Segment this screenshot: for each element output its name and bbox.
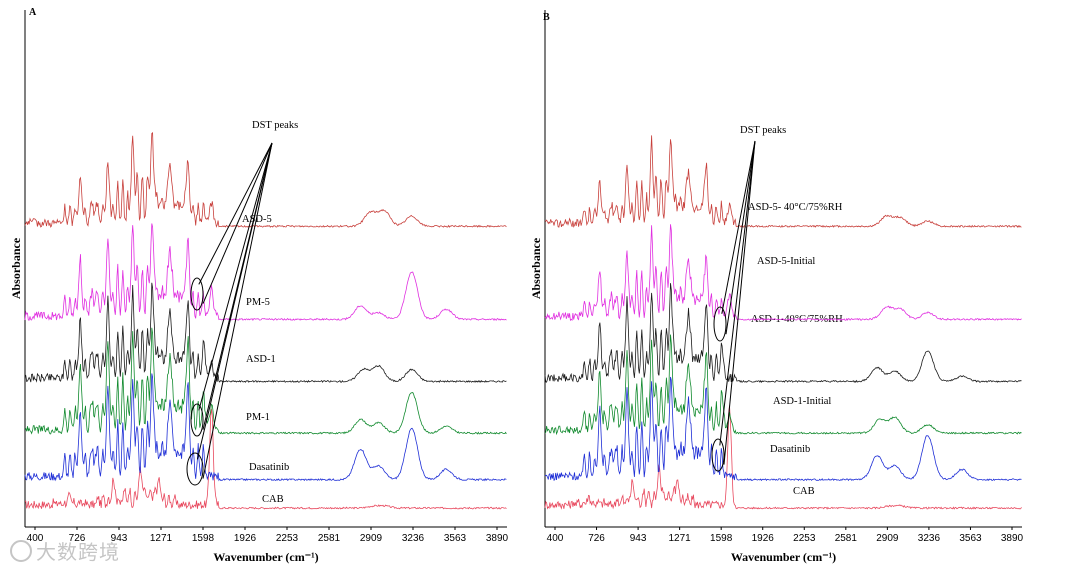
panel-b: B 400 726 943 1271 1598 1926 2253 2581 2909 3236 35…	[529, 10, 1024, 564]
x-tick-label: 2581	[835, 533, 858, 544]
series-label: ASD-1	[246, 354, 276, 365]
dst-peak-pointer	[721, 140, 756, 314]
dst-peak-ellipse	[190, 277, 204, 311]
x-tick-label: 943	[630, 533, 647, 544]
x-tick-label: 2909	[876, 533, 899, 544]
spectrum-line-dasatinib	[24, 373, 507, 482]
series-label: ASD-1-Initial	[773, 396, 831, 407]
dst-peaks-annotation: DST peaks	[740, 125, 786, 136]
x-tick-label: 1598	[192, 533, 215, 544]
dst-peak-ellipse	[190, 403, 204, 437]
panel-letter: A	[29, 7, 37, 18]
series-label: Dasatinib	[249, 462, 289, 473]
spectrum-line-cab	[24, 408, 507, 510]
spectrum-line-dasatinib	[544, 376, 1022, 482]
x-axis-title: Wavenumber (cm⁻¹)	[731, 550, 836, 564]
spectrum-line-pm-5	[24, 223, 507, 322]
watermark-logo-icon	[10, 540, 32, 562]
x-tick-label: 400	[547, 533, 564, 544]
dst-peak-pointer	[198, 142, 273, 411]
dst-peak-pointer	[725, 140, 756, 335]
x-tick-label: 3563	[959, 533, 982, 544]
x-tick-label: 2909	[360, 533, 383, 544]
x-tick-label: 3890	[1001, 533, 1024, 544]
spectrum-line-asd-5	[24, 132, 507, 228]
dst-peak-pointer	[196, 142, 273, 460]
dst-peak-pointer	[719, 140, 756, 446]
spectrum-line-asd-5-initial	[544, 224, 1022, 322]
x-tick-label: 1598	[710, 533, 733, 544]
spectrum-line-asd-1-initial	[544, 334, 1022, 436]
x-tick-label: 3236	[402, 533, 425, 544]
x-tick-label: 2253	[793, 533, 816, 544]
watermark-text: 大数跨境	[36, 540, 120, 564]
x-tick-label: 1926	[234, 533, 257, 544]
x-tick-label: 3236	[918, 533, 941, 544]
series-label: ASD-5-Initial	[757, 256, 815, 267]
series-label: ASD-5	[242, 214, 272, 225]
dst-peak-pointer	[723, 140, 756, 465]
x-axis-title: Wavenumber (cm⁻¹)	[213, 550, 318, 564]
x-tick-label: 726	[69, 533, 86, 544]
series-label: ASD-5- 40°C/75%RH	[748, 202, 843, 213]
x-tick-label: 3890	[486, 533, 509, 544]
dst-peak-ellipse	[186, 452, 204, 486]
x-tick-label: 726	[588, 533, 605, 544]
dst-peak-ellipse	[711, 438, 725, 472]
y-axis-title: Absorbance	[529, 237, 543, 299]
series-label: CAB	[793, 486, 815, 497]
series-label: CAB	[262, 494, 284, 505]
x-tick-label: 2253	[276, 533, 299, 544]
spectrum-line-pm-1	[24, 327, 507, 435]
spectrum-line-asd-1	[24, 282, 507, 383]
dst-peak-ellipse	[713, 306, 727, 342]
watermark: 大数跨境	[10, 536, 120, 565]
x-tick-label: 1271	[150, 533, 173, 544]
dst-peak-pointer	[202, 142, 273, 479]
series-label: Dasatinib	[770, 444, 810, 455]
x-tick-label: 3563	[444, 533, 467, 544]
spectrum-line-cab	[544, 405, 1022, 510]
x-tick-label: 943	[111, 533, 128, 544]
dst-peaks-annotation: DST peaks	[252, 120, 298, 131]
y-axis-title: Absorbance	[9, 237, 23, 299]
dst-peak-pointer	[202, 142, 273, 304]
spectrum-line-asd-1-40-c-75-rh	[544, 283, 1022, 383]
series-label: PM-5	[246, 297, 270, 308]
dst-peak-pointer	[198, 142, 273, 285]
x-tick-label: 2581	[318, 533, 341, 544]
panel-a: A 400 726 943 1271 1598 1926 2253 2581 2909 3236 35…	[9, 7, 509, 564]
x-tick-label: 400	[27, 533, 44, 544]
panel-letter: B	[543, 12, 550, 23]
x-tick-label: 1926	[752, 533, 775, 544]
series-label: PM-1	[246, 412, 270, 423]
x-tick-label: 1271	[669, 533, 692, 544]
spectrum-line-asd-5-40-c-75-rh	[544, 135, 1022, 228]
